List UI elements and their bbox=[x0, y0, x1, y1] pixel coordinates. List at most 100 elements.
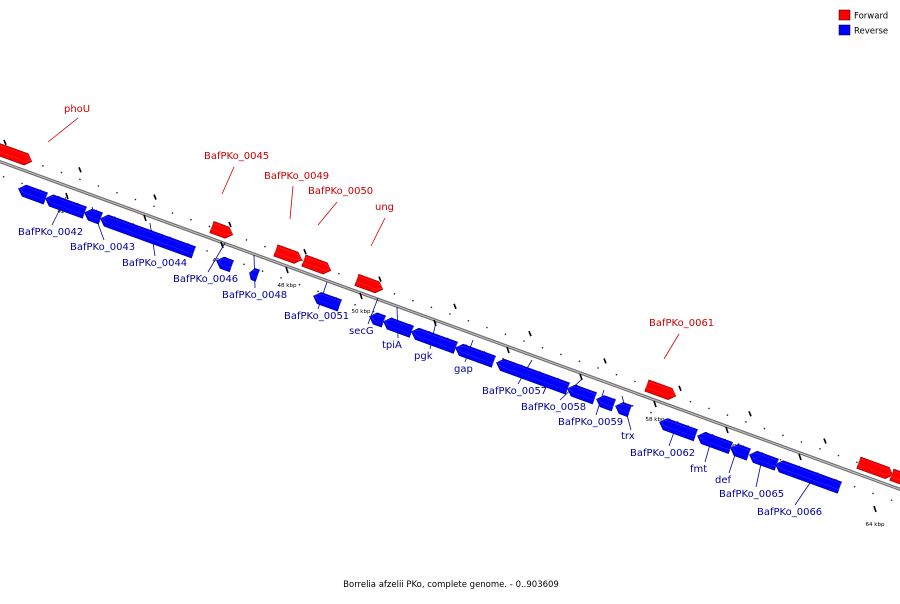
arrow-sheen bbox=[369, 314, 386, 324]
gene-label[interactable]: BafPKo_0042 bbox=[18, 227, 83, 238]
gene-label[interactable]: def bbox=[715, 475, 732, 486]
reverse-gene-feature[interactable] bbox=[367, 311, 386, 328]
gene-label[interactable]: BafPKo_0049 bbox=[264, 171, 329, 182]
reverse-gene-feature[interactable] bbox=[381, 316, 414, 338]
position-dot bbox=[280, 277, 282, 279]
forward-arrow[interactable] bbox=[209, 221, 235, 240]
gene-label[interactable]: BafPKo_0048 bbox=[222, 290, 287, 301]
forward-gene-feature[interactable] bbox=[354, 273, 385, 295]
gene-label[interactable]: BafPKo_0058 bbox=[521, 402, 586, 413]
reverse-arrow[interactable] bbox=[214, 255, 234, 273]
reverse-arrow[interactable] bbox=[98, 213, 196, 259]
gene-label[interactable]: pgk bbox=[414, 351, 433, 362]
gene-label[interactable]: fmt bbox=[690, 464, 707, 475]
reverse-gene-feature[interactable] bbox=[98, 213, 196, 259]
gene-label[interactable]: BafPKo_0066 bbox=[757, 507, 822, 518]
forward-gene-feature[interactable] bbox=[273, 244, 304, 266]
gene-label[interactable]: BafPKo_0057 bbox=[482, 386, 547, 397]
forward-arrow[interactable] bbox=[644, 379, 678, 402]
reverse-gene-feature[interactable] bbox=[747, 449, 779, 471]
forward-gene-feature[interactable] bbox=[0, 137, 34, 167]
arrow-sheen bbox=[857, 458, 894, 476]
reverse-gene-feature[interactable] bbox=[247, 267, 260, 282]
reverse-gene-feature[interactable] bbox=[494, 357, 570, 395]
reverse-arrow[interactable] bbox=[311, 290, 342, 312]
arrow-sheen bbox=[749, 452, 779, 467]
reverse-arrow[interactable] bbox=[773, 459, 842, 494]
forward-tick bbox=[748, 410, 752, 417]
reverse-arrow[interactable] bbox=[594, 393, 616, 412]
reverse-gene-feature[interactable] bbox=[214, 255, 234, 273]
reverse-arrow[interactable] bbox=[82, 207, 103, 225]
reverse-gene-feature[interactable] bbox=[773, 459, 842, 494]
gene-label[interactable]: trx bbox=[621, 431, 635, 442]
gene-label[interactable]: BafPKo_0051 bbox=[284, 311, 349, 322]
gene-label[interactable]: secG bbox=[349, 326, 374, 337]
reverse-gene-feature[interactable] bbox=[565, 383, 597, 405]
arrow-sheen bbox=[730, 446, 751, 457]
reverse-gene-feature[interactable] bbox=[311, 290, 342, 312]
reverse-arrow[interactable] bbox=[367, 311, 386, 328]
reverse-gene-feature[interactable] bbox=[16, 183, 48, 205]
reverse-arrow[interactable] bbox=[16, 183, 48, 205]
forward-arrow[interactable] bbox=[301, 254, 333, 276]
reverse-gene-feature[interactable] bbox=[657, 416, 698, 442]
arrow-sheen bbox=[84, 210, 103, 221]
reverse-gene-feature[interactable] bbox=[695, 430, 733, 454]
gene-label[interactable]: tpiA bbox=[382, 340, 402, 351]
gene-label[interactable]: BafPKo_0050 bbox=[308, 186, 373, 197]
gene-label[interactable]: BafPKo_0045 bbox=[204, 151, 269, 162]
gene-label[interactable]: BafPKo_0046 bbox=[173, 274, 238, 285]
arrow-sheen bbox=[302, 256, 332, 271]
reverse-arrow[interactable] bbox=[453, 342, 496, 368]
reverse-gene-feature[interactable] bbox=[409, 326, 458, 354]
reverse-gene-feature[interactable] bbox=[82, 207, 103, 225]
forward-arrow[interactable] bbox=[0, 137, 34, 167]
reverse-arrow[interactable] bbox=[409, 326, 458, 354]
arrow-sheen bbox=[659, 420, 698, 438]
reverse-arrow[interactable] bbox=[747, 449, 779, 471]
gene-label[interactable]: BafPKo_0062 bbox=[630, 448, 695, 459]
forward-arrow[interactable] bbox=[354, 273, 385, 295]
gene-label[interactable]: BafPKo_0044 bbox=[122, 258, 187, 269]
reverse-gene-feature[interactable] bbox=[728, 442, 751, 461]
reverse-gene-feature[interactable] bbox=[43, 193, 87, 219]
gene-label[interactable]: phoU bbox=[64, 104, 90, 115]
forward-tick bbox=[678, 385, 682, 392]
reverse-arrow[interactable] bbox=[247, 267, 260, 282]
reverse-arrow[interactable] bbox=[565, 383, 597, 405]
kbp-tick bbox=[285, 266, 289, 274]
reverse-arrow[interactable] bbox=[613, 400, 632, 418]
gene-label[interactable]: ung bbox=[375, 202, 394, 213]
forward-gene-feature[interactable] bbox=[644, 379, 678, 402]
gene-label[interactable]: BafPKo_0043 bbox=[70, 242, 135, 253]
reverse-arrow[interactable] bbox=[381, 316, 414, 338]
position-dot bbox=[890, 499, 893, 501]
position-dot bbox=[837, 454, 840, 457]
forward-gene-feature[interactable] bbox=[301, 254, 333, 276]
position-dot bbox=[261, 270, 264, 272]
forward-arrow[interactable] bbox=[856, 456, 895, 481]
gene-label[interactable]: BafPKo_0059 bbox=[558, 417, 623, 428]
label-leader-line bbox=[317, 201, 338, 226]
forward-arrow[interactable] bbox=[889, 468, 900, 488]
forward-arrow[interactable] bbox=[273, 244, 304, 266]
reverse-arrow[interactable] bbox=[494, 357, 570, 395]
forward-tick bbox=[823, 438, 827, 444]
gene-label[interactable]: BafPKo_0061 bbox=[649, 318, 714, 329]
reverse-arrow[interactable] bbox=[43, 193, 87, 219]
reverse-gene-feature[interactable] bbox=[613, 400, 632, 418]
reverse-gene-feature[interactable] bbox=[453, 342, 496, 368]
forward-gene-feature[interactable] bbox=[889, 468, 900, 488]
gene-label[interactable]: gap bbox=[454, 364, 473, 375]
reverse-arrow[interactable] bbox=[657, 416, 698, 442]
reverse-gene-feature[interactable] bbox=[594, 393, 616, 412]
reverse-arrow[interactable] bbox=[728, 442, 751, 461]
reverse-arrow[interactable] bbox=[695, 430, 733, 454]
forward-gene-feature[interactable] bbox=[209, 221, 235, 240]
forward-gene-feature[interactable] bbox=[856, 456, 895, 481]
gene-label[interactable]: BafPKo_0065 bbox=[719, 489, 784, 500]
kbp-tick bbox=[873, 505, 877, 513]
